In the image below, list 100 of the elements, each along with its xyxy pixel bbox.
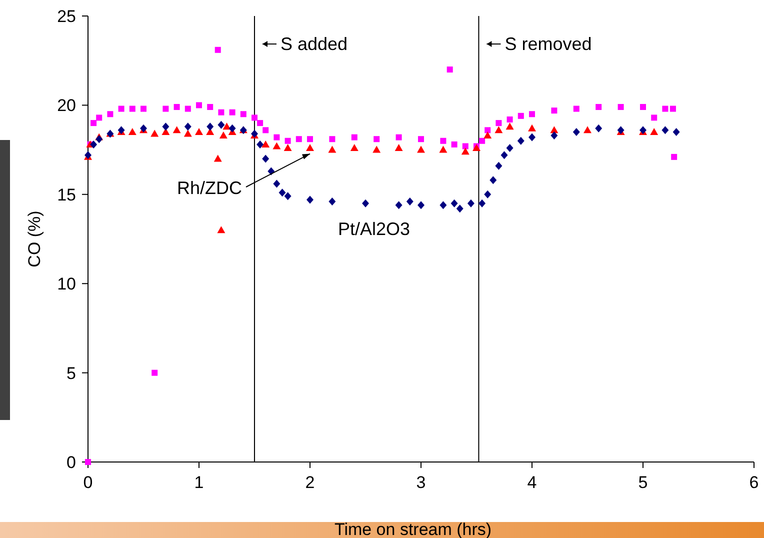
point <box>296 136 302 142</box>
point <box>274 134 280 140</box>
point <box>506 116 513 122</box>
point <box>90 120 97 126</box>
point <box>651 114 658 121</box>
ref-line-label: S added <box>280 34 348 54</box>
point <box>184 122 192 131</box>
point <box>528 133 536 142</box>
point <box>662 106 668 112</box>
point <box>618 104 624 110</box>
point <box>195 128 203 135</box>
point <box>284 192 292 200</box>
point <box>272 142 281 150</box>
point <box>494 126 503 134</box>
point <box>162 122 170 131</box>
series-label: Pt/Al2O3 <box>338 219 410 239</box>
point <box>596 104 602 110</box>
point <box>528 124 536 132</box>
point <box>128 128 136 135</box>
point <box>252 114 258 121</box>
y-tick-label: 25 <box>57 7 76 26</box>
point <box>395 201 402 210</box>
point <box>484 127 491 134</box>
x-tick-label: 3 <box>416 473 426 492</box>
y-tick-label: 10 <box>57 274 76 294</box>
point <box>517 136 524 145</box>
point <box>456 204 464 213</box>
point <box>350 144 358 152</box>
point <box>439 146 448 153</box>
point <box>372 146 381 153</box>
point <box>462 143 468 150</box>
point <box>184 106 191 112</box>
point <box>222 122 231 130</box>
point <box>172 126 181 134</box>
point <box>284 144 292 152</box>
point <box>351 134 358 140</box>
point <box>374 136 380 142</box>
point <box>671 154 678 160</box>
point <box>150 130 159 137</box>
point <box>184 130 192 137</box>
x-tick-label: 1 <box>194 473 204 492</box>
point <box>96 135 103 144</box>
x-tick-label: 0 <box>83 473 93 492</box>
point <box>451 141 458 148</box>
point <box>96 114 102 121</box>
point <box>418 201 424 210</box>
point <box>672 128 680 136</box>
point <box>229 109 236 116</box>
point <box>107 111 114 118</box>
point <box>572 128 580 136</box>
point <box>440 201 447 210</box>
point <box>90 140 98 148</box>
point <box>650 128 658 135</box>
point <box>207 104 214 110</box>
point <box>584 126 592 134</box>
point <box>196 102 202 108</box>
point <box>129 106 136 112</box>
point <box>217 226 226 234</box>
point <box>461 148 470 155</box>
point <box>140 106 146 112</box>
point <box>307 136 313 142</box>
point <box>206 122 214 131</box>
point <box>446 66 453 73</box>
point <box>662 126 669 134</box>
point <box>256 140 264 148</box>
point <box>257 120 264 126</box>
point <box>406 198 414 206</box>
point <box>268 167 275 176</box>
point <box>418 136 424 142</box>
x-tick-label: 2 <box>305 473 315 492</box>
point <box>262 154 270 163</box>
point <box>479 138 486 144</box>
point <box>529 111 535 118</box>
point <box>328 198 336 206</box>
point <box>467 199 474 208</box>
point <box>240 111 246 118</box>
point <box>362 199 369 208</box>
point <box>214 46 221 53</box>
ref-line-label: S removed <box>504 34 592 54</box>
series-label: Rh/ZDC <box>176 178 242 198</box>
point <box>573 106 580 112</box>
point <box>306 196 314 204</box>
y-tick-label: 5 <box>66 364 76 383</box>
x-tick-label: 4 <box>527 473 537 492</box>
y-tick-label: 20 <box>57 96 76 116</box>
point <box>394 144 403 152</box>
point <box>262 127 269 134</box>
point <box>85 459 91 465</box>
point <box>551 108 558 114</box>
x-tick-label: 6 <box>749 473 759 492</box>
point <box>118 106 124 112</box>
point <box>595 124 602 132</box>
point <box>328 146 336 153</box>
point <box>500 151 508 160</box>
point <box>440 138 446 144</box>
point <box>278 188 286 197</box>
y-tick-label: 15 <box>57 185 76 204</box>
point <box>219 132 228 139</box>
point <box>484 132 492 139</box>
point <box>506 144 514 152</box>
